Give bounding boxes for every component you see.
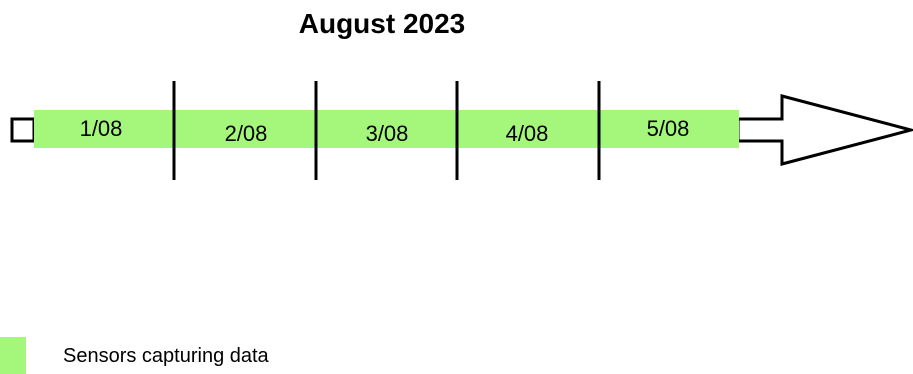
- sensors-active-band: [34, 110, 739, 148]
- timeline-arrow: [10, 117, 36, 143]
- legend-label: Sensors capturing data: [63, 345, 270, 367]
- day-label: 1/08: [80, 116, 123, 141]
- day-label: 3/08: [366, 121, 409, 146]
- day-label: 4/08: [506, 121, 549, 146]
- timeline-arrow-head: [736, 94, 913, 166]
- day-label: 2/08: [225, 121, 268, 146]
- legend-swatch: [0, 337, 26, 374]
- diagram-title: August 2023: [299, 8, 466, 39]
- day-dividers: [172, 81, 601, 180]
- legend: Sensors capturing data: [0, 337, 270, 374]
- day-label: 5/08: [647, 116, 690, 141]
